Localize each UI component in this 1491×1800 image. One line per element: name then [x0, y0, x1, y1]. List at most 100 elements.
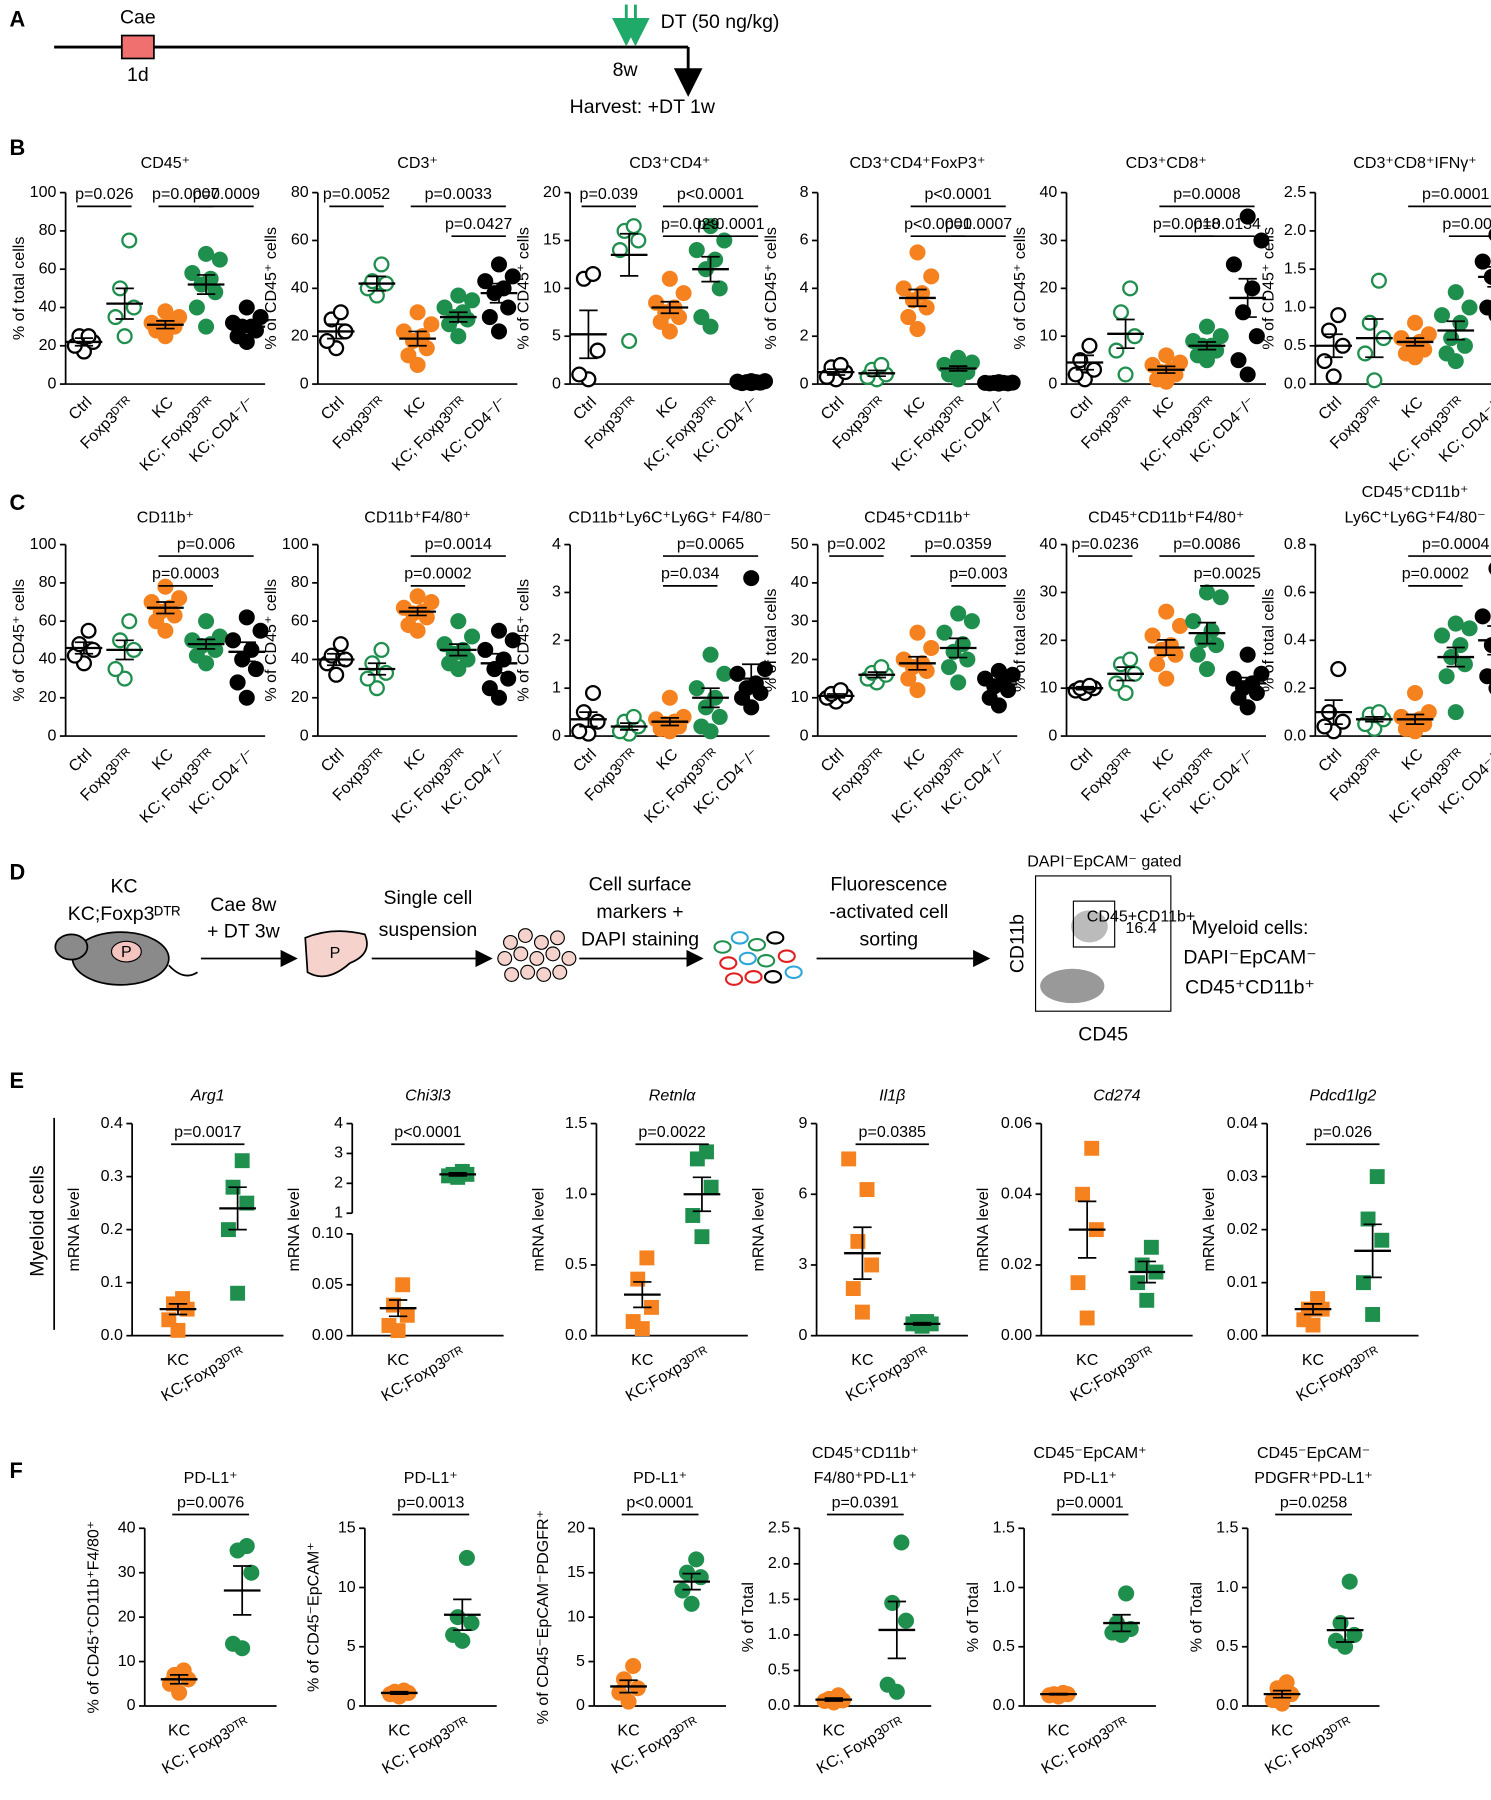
- chart-title: Cd274: [1093, 1086, 1140, 1104]
- data-point: [1070, 1275, 1086, 1291]
- panel-label: E: [9, 1068, 24, 1093]
- data-point: [625, 708, 642, 725]
- organ-label: P: [330, 944, 341, 962]
- data-point: [224, 632, 242, 649]
- data-point: [661, 689, 678, 706]
- x-tick-label: Ctrl: [317, 745, 347, 775]
- y-tick-label: 0.10: [312, 1224, 343, 1242]
- chart-title: CD3⁺CD4⁺: [629, 154, 710, 172]
- data-point: [571, 366, 588, 383]
- data-point: [1244, 280, 1261, 297]
- data-point: [1327, 1632, 1344, 1649]
- y-tick-label: 100: [30, 183, 57, 201]
- data-point: [674, 1582, 691, 1599]
- y-tick-label: 40: [1039, 535, 1057, 553]
- y-axis-label: % of CD45⁺CD11b⁺F4/80⁺: [85, 1521, 103, 1714]
- y-tick-label: 40: [39, 650, 57, 668]
- y-tick-label: 0: [576, 1696, 585, 1714]
- data-point: [1198, 318, 1215, 335]
- y-tick-label: 5: [552, 326, 561, 344]
- y-tick-label: 20: [567, 1519, 585, 1537]
- data-point: [1334, 713, 1351, 730]
- y-tick-label: 0.0: [1284, 726, 1306, 744]
- y-tick-label: 2.5: [768, 1519, 790, 1537]
- cell: [561, 951, 577, 966]
- cell: [504, 967, 520, 982]
- data-point: [211, 251, 228, 268]
- data-point: [1198, 584, 1215, 601]
- data-point: [897, 1612, 915, 1629]
- p-value: p=0.0007: [945, 215, 1012, 233]
- y-tick-label: 0.4: [101, 1114, 123, 1132]
- y-tick-label: 0.0: [768, 1696, 790, 1714]
- chart-title: CD11b⁺: [137, 508, 194, 526]
- x-tick-label: KC: [653, 393, 681, 421]
- mouse-organ: [110, 940, 142, 963]
- data-point: [919, 1314, 935, 1329]
- p-value: p=0.0001: [1422, 185, 1489, 203]
- data-point: [1075, 1186, 1091, 1202]
- x-tick-label: KC: [167, 1351, 189, 1369]
- y-axis-label: % of Total: [1187, 1582, 1205, 1652]
- data-point: [1212, 589, 1229, 606]
- data-point: [1360, 1211, 1376, 1227]
- data-point: [963, 354, 980, 371]
- data-point: [711, 280, 728, 297]
- y-tick-label: 0.0: [993, 1696, 1015, 1714]
- chart-title: Ly6C⁺Ly6G⁺F4/80⁻: [1345, 508, 1486, 526]
- data-point: [743, 570, 760, 587]
- y-tick-label: 0: [800, 726, 809, 744]
- y-tick-label: 0.8: [1284, 535, 1306, 553]
- x-tick-label: KC: [1302, 1351, 1324, 1369]
- data-point: [584, 684, 602, 701]
- data-point: [688, 242, 705, 259]
- cell: [713, 940, 732, 954]
- p-value: p=0.0391: [832, 1493, 899, 1511]
- data-point: [409, 588, 426, 605]
- p-value: p=0.0004: [1422, 535, 1489, 553]
- data-point: [1474, 253, 1491, 270]
- x-tick-label: Ctrl: [570, 745, 600, 775]
- y-tick-label: 0.0: [101, 1326, 123, 1344]
- data-point: [445, 1626, 462, 1643]
- data-point: [171, 309, 188, 326]
- data-point: [923, 268, 940, 285]
- data-point: [909, 682, 926, 699]
- x-tick-label: KC: [1398, 745, 1426, 773]
- data-point: [1366, 372, 1383, 389]
- data-point: [1139, 1292, 1155, 1308]
- data-point: [1158, 347, 1175, 364]
- p-value: p=0.0017: [174, 1123, 241, 1141]
- p-value: p=0.0013: [397, 1493, 464, 1511]
- y-tick-label: 1.5: [1284, 259, 1306, 277]
- data-point: [1357, 345, 1374, 362]
- data-point: [1369, 1169, 1385, 1185]
- data-point: [1452, 637, 1469, 654]
- labeled-cells: [713, 931, 803, 986]
- y-tick-label: 15: [338, 1519, 356, 1537]
- data-point: [716, 665, 733, 682]
- y-tick-label: 60: [291, 231, 309, 249]
- chart-title: F4/80⁺PD-L1⁺: [814, 1469, 917, 1487]
- y-tick-label: 0: [552, 374, 561, 392]
- y-tick-label: 20: [1039, 631, 1057, 649]
- data-point: [675, 285, 692, 302]
- data-point: [319, 332, 336, 350]
- y-tick-label: 15: [567, 1563, 585, 1581]
- y-tick-label: 40: [291, 279, 309, 297]
- chart-title: PD-L1⁺: [404, 1469, 458, 1487]
- data-point: [702, 646, 719, 663]
- gate-y-label: CD11b: [1007, 914, 1029, 973]
- data-point: [584, 265, 602, 283]
- y-tick-label: 60: [291, 611, 309, 629]
- data-point: [116, 328, 133, 345]
- x-tick-label: KC: [148, 745, 176, 773]
- harvest-label: Harvest: +DT 1w: [570, 96, 716, 118]
- data-point: [477, 641, 494, 658]
- data-point: [747, 675, 764, 692]
- cell: [550, 930, 565, 946]
- y-tick-label: 3: [552, 583, 561, 601]
- data-point: [175, 1291, 191, 1307]
- y-axis-label: % of Total: [739, 1582, 757, 1652]
- chart-title: Pdcd1lg2: [1309, 1086, 1376, 1104]
